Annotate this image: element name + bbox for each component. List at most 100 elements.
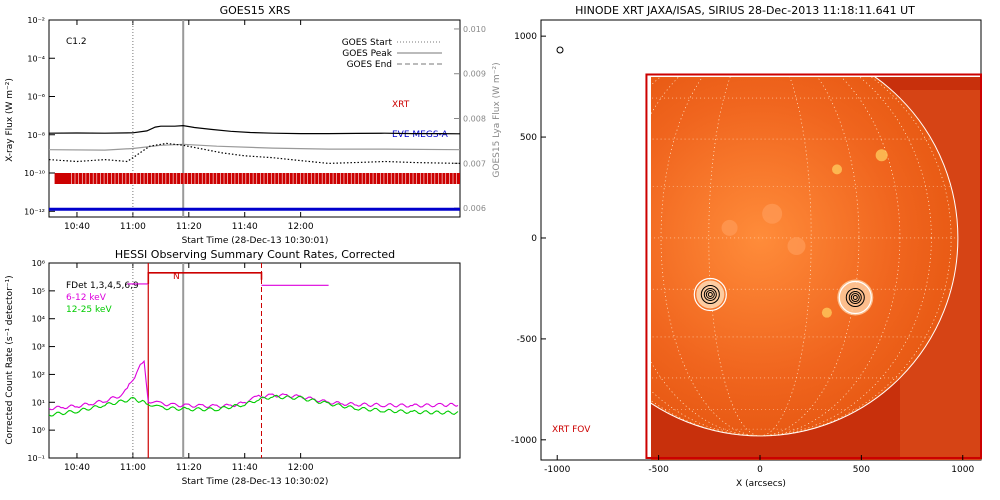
y-tick-label: 500 <box>520 133 537 143</box>
goes-eve-annotation: EVE MEGS-A <box>392 130 449 140</box>
y-tick-label: 10¹ <box>32 398 45 407</box>
bright-point <box>721 219 738 236</box>
bright-point <box>787 237 806 256</box>
hessi-contours <box>693 277 872 315</box>
y-tick-label: 10⁵ <box>32 287 45 296</box>
hessi-series-hi <box>49 394 459 417</box>
contour-level <box>707 291 713 297</box>
goes-series <box>49 20 460 217</box>
bright-point <box>832 164 843 175</box>
y-tick-label-right: 0.010 <box>463 25 486 34</box>
y-tick-label: 10⁻⁸ <box>27 131 45 140</box>
x-tick-label: 11:00 <box>120 463 146 473</box>
goes-panel: GOES15 XRS 10⁻¹² 10⁻¹⁰ 10⁻⁸ 10⁻⁶ 10⁻⁴ 10⁻² 0.… <box>5 4 502 246</box>
longitude-line <box>651 77 901 437</box>
goes-legend-label: GOES Start <box>342 38 393 48</box>
contour-level <box>845 288 865 308</box>
contour-level <box>705 289 715 299</box>
longitude-line <box>660 77 860 437</box>
x-tick-label: 11:00 <box>120 222 146 232</box>
contour-level <box>703 287 717 301</box>
goes-y-ticks-right: 0.006 0.007 0.008 0.009 0.010 <box>454 25 486 213</box>
hessi-series-lo <box>49 359 459 411</box>
goes-flare-class: C1.2 <box>66 37 87 47</box>
x-tick-label: 12:00 <box>288 222 314 232</box>
heliographic-grid <box>651 77 958 437</box>
hessi-x-ticks: 10:40 11:00 11:20 11:40 12:00 <box>64 263 314 473</box>
xrt-title: HINODE XRT JAXA/ISAS, SIRIUS 28-Dec-2013… <box>575 4 915 17</box>
hessi-panel: HESSI Observing Summary Count Rates, Cor… <box>5 248 461 487</box>
goes-plot-frame <box>48 19 461 218</box>
hessi-legend-detectors: FDet 1,3,4,5,6,9 <box>66 281 139 291</box>
x-tick-label: 12:00 <box>288 463 314 473</box>
hessi-y-ticks: 10⁻¹ 10⁰ 10¹ 10² 10³ 10⁴ 10⁵ 10⁶ <box>27 259 55 463</box>
y-tick-label-right: 0.008 <box>463 115 486 124</box>
y-tick-label: 10⁻¹² <box>24 207 45 216</box>
x-tick-label: -1000 <box>544 465 570 475</box>
longitude-line <box>651 77 952 437</box>
x-tick-label: 1000 <box>951 465 974 475</box>
goes-xrt-annotation: XRT <box>392 100 410 110</box>
x-tick-label: 10:40 <box>64 222 90 232</box>
bright-point <box>762 203 783 224</box>
y-tick-label-right: 0.007 <box>463 159 486 168</box>
y-tick-label: 10⁻¹⁰ <box>24 169 45 178</box>
goes-legend-label: GOES End <box>347 60 392 70</box>
xrt-limb-marker <box>556 46 564 54</box>
hessi-legend-12-25kev: 12-25 keV <box>66 305 112 315</box>
x-tick-label: 500 <box>853 465 870 475</box>
goes-y-ticks: 10⁻¹² 10⁻¹⁰ 10⁻⁸ 10⁻⁶ 10⁻⁴ 10⁻² <box>24 16 55 216</box>
hessi-series <box>49 263 459 458</box>
contour-level <box>850 293 860 303</box>
xrt-panel: HINODE XRT JAXA/ISAS, SIRIUS 28-Dec-2013… <box>511 4 983 489</box>
contour-level <box>700 284 720 304</box>
y-tick-label: 10⁻² <box>27 16 45 25</box>
goes-y-axis-label: X-ray Flux (W m⁻²) <box>5 78 15 162</box>
y-tick-label: 10⁰ <box>32 426 45 435</box>
x-tick-label: 10:40 <box>64 463 90 473</box>
bright-point <box>875 149 888 162</box>
x-tick-label: 11:20 <box>176 463 202 473</box>
x-tick-label: 11:40 <box>232 222 258 232</box>
xrt-coverage-bar <box>54 173 460 184</box>
y-tick-label: 10⁶ <box>32 259 45 268</box>
y-tick-label: -1000 <box>511 436 537 446</box>
y-tick-label-right: 0.006 <box>463 204 486 213</box>
goes-y-axis-label-right: GOES15 Lya Flux (W m⁻²) <box>492 62 502 177</box>
y-tick-label: 10⁴ <box>32 315 45 324</box>
hessi-series-saa <box>147 271 263 284</box>
bright-point <box>696 280 725 309</box>
xrt-fov-label: XRT FOV <box>552 425 591 435</box>
contour-level <box>852 295 858 301</box>
y-tick-label: -500 <box>517 335 538 345</box>
y-tick-label: 10⁻⁶ <box>27 93 45 102</box>
y-tick-label: 10² <box>32 370 45 379</box>
bright-point <box>837 279 874 316</box>
xrt-x-ticks: -1000 -500 0 500 1000 <box>544 455 974 475</box>
y-tick-label: 10⁻¹ <box>27 454 45 463</box>
contour-level <box>848 291 862 305</box>
longitude-line <box>708 77 812 437</box>
hessi-legend-6-12kev: 6-12 keV <box>66 293 107 303</box>
x-tick-label: 11:20 <box>176 222 202 232</box>
xrt-fov-box <box>645 73 983 459</box>
x-tick-label: 0 <box>757 465 763 475</box>
hessi-title: HESSI Observing Summary Count Rates, Cor… <box>115 248 395 261</box>
x-tick-label: -500 <box>648 465 669 475</box>
hessi-night-flag: N <box>173 272 180 282</box>
goes-x-axis-label: Start Time (28-Dec-13 10:30:01) <box>182 236 329 246</box>
bright-point <box>821 307 832 318</box>
y-tick-label: 10³ <box>32 343 45 352</box>
y-tick-label: 0 <box>531 234 537 244</box>
x-tick-label: 11:40 <box>232 463 258 473</box>
xrt-x-axis-label: X (arcsecs) <box>736 479 786 489</box>
longitude-line <box>651 77 932 437</box>
goes-series-long <box>49 124 460 135</box>
goes-title: GOES15 XRS <box>220 4 291 17</box>
xrt-y-ticks: -1000 -500 0 500 1000 <box>511 32 546 446</box>
goes-series-short <box>49 142 460 165</box>
goes-series-lya <box>49 143 460 151</box>
hessi-x-axis-label: Start Time (28-Dec-13 10:30:02) <box>182 477 329 487</box>
